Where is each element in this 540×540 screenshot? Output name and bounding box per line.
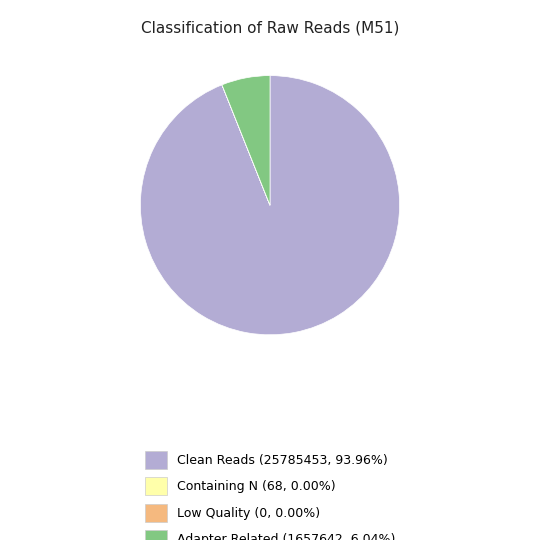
Wedge shape (222, 85, 270, 205)
Legend: Clean Reads (25785453, 93.96%), Containing N (68, 0.00%), Low Quality (0, 0.00%): Clean Reads (25785453, 93.96%), Containi… (138, 445, 402, 540)
Wedge shape (222, 76, 270, 205)
Title: Classification of Raw Reads (M51): Classification of Raw Reads (M51) (141, 20, 399, 35)
Wedge shape (222, 85, 270, 205)
Wedge shape (140, 76, 400, 335)
